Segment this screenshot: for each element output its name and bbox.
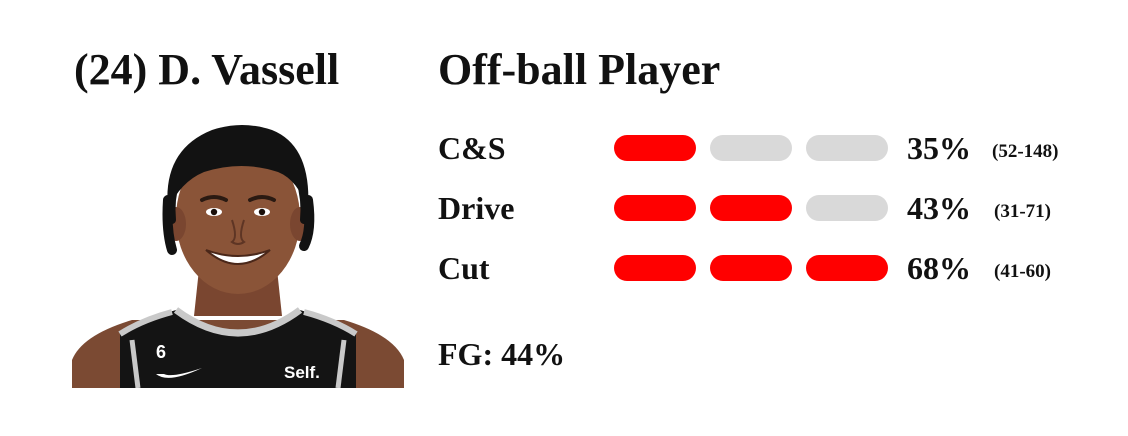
jersey-sponsor: Self. — [284, 363, 320, 382]
player-photo: 6 Self. — [72, 125, 404, 388]
stat-percentage: 35% — [907, 130, 971, 166]
rating-pill — [614, 255, 696, 281]
player-role: Off-ball Player — [438, 45, 721, 94]
player-name: (24) D. Vassell — [74, 45, 340, 94]
rating-pill — [806, 135, 888, 161]
stat-attempts: (31-71) — [994, 201, 1051, 222]
rating-pill — [806, 195, 888, 221]
stat-label: Cut — [438, 250, 490, 286]
rating-pill — [710, 255, 792, 281]
rating-pill — [806, 255, 888, 281]
rating-pill — [614, 135, 696, 161]
stat-label: Drive — [438, 190, 515, 226]
stat-attempts: (52-148) — [992, 141, 1059, 162]
rating-pill — [710, 135, 792, 161]
jersey-number: 6 — [156, 342, 166, 362]
fg-percentage: FG: 44% — [438, 336, 566, 372]
stat-row-cut: Cut 68% (41-60) — [0, 248, 1128, 288]
stat-percentage: 43% — [907, 190, 971, 226]
stat-attempts: (41-60) — [994, 261, 1051, 282]
stat-row-cs: C&S 35% (52-148) — [0, 128, 1128, 168]
stat-label: C&S — [438, 130, 506, 166]
stat-percentage: 68% — [907, 250, 971, 286]
stat-row-drive: Drive 43% (31-71) — [0, 188, 1128, 228]
rating-pill — [710, 195, 792, 221]
rating-pill — [614, 195, 696, 221]
